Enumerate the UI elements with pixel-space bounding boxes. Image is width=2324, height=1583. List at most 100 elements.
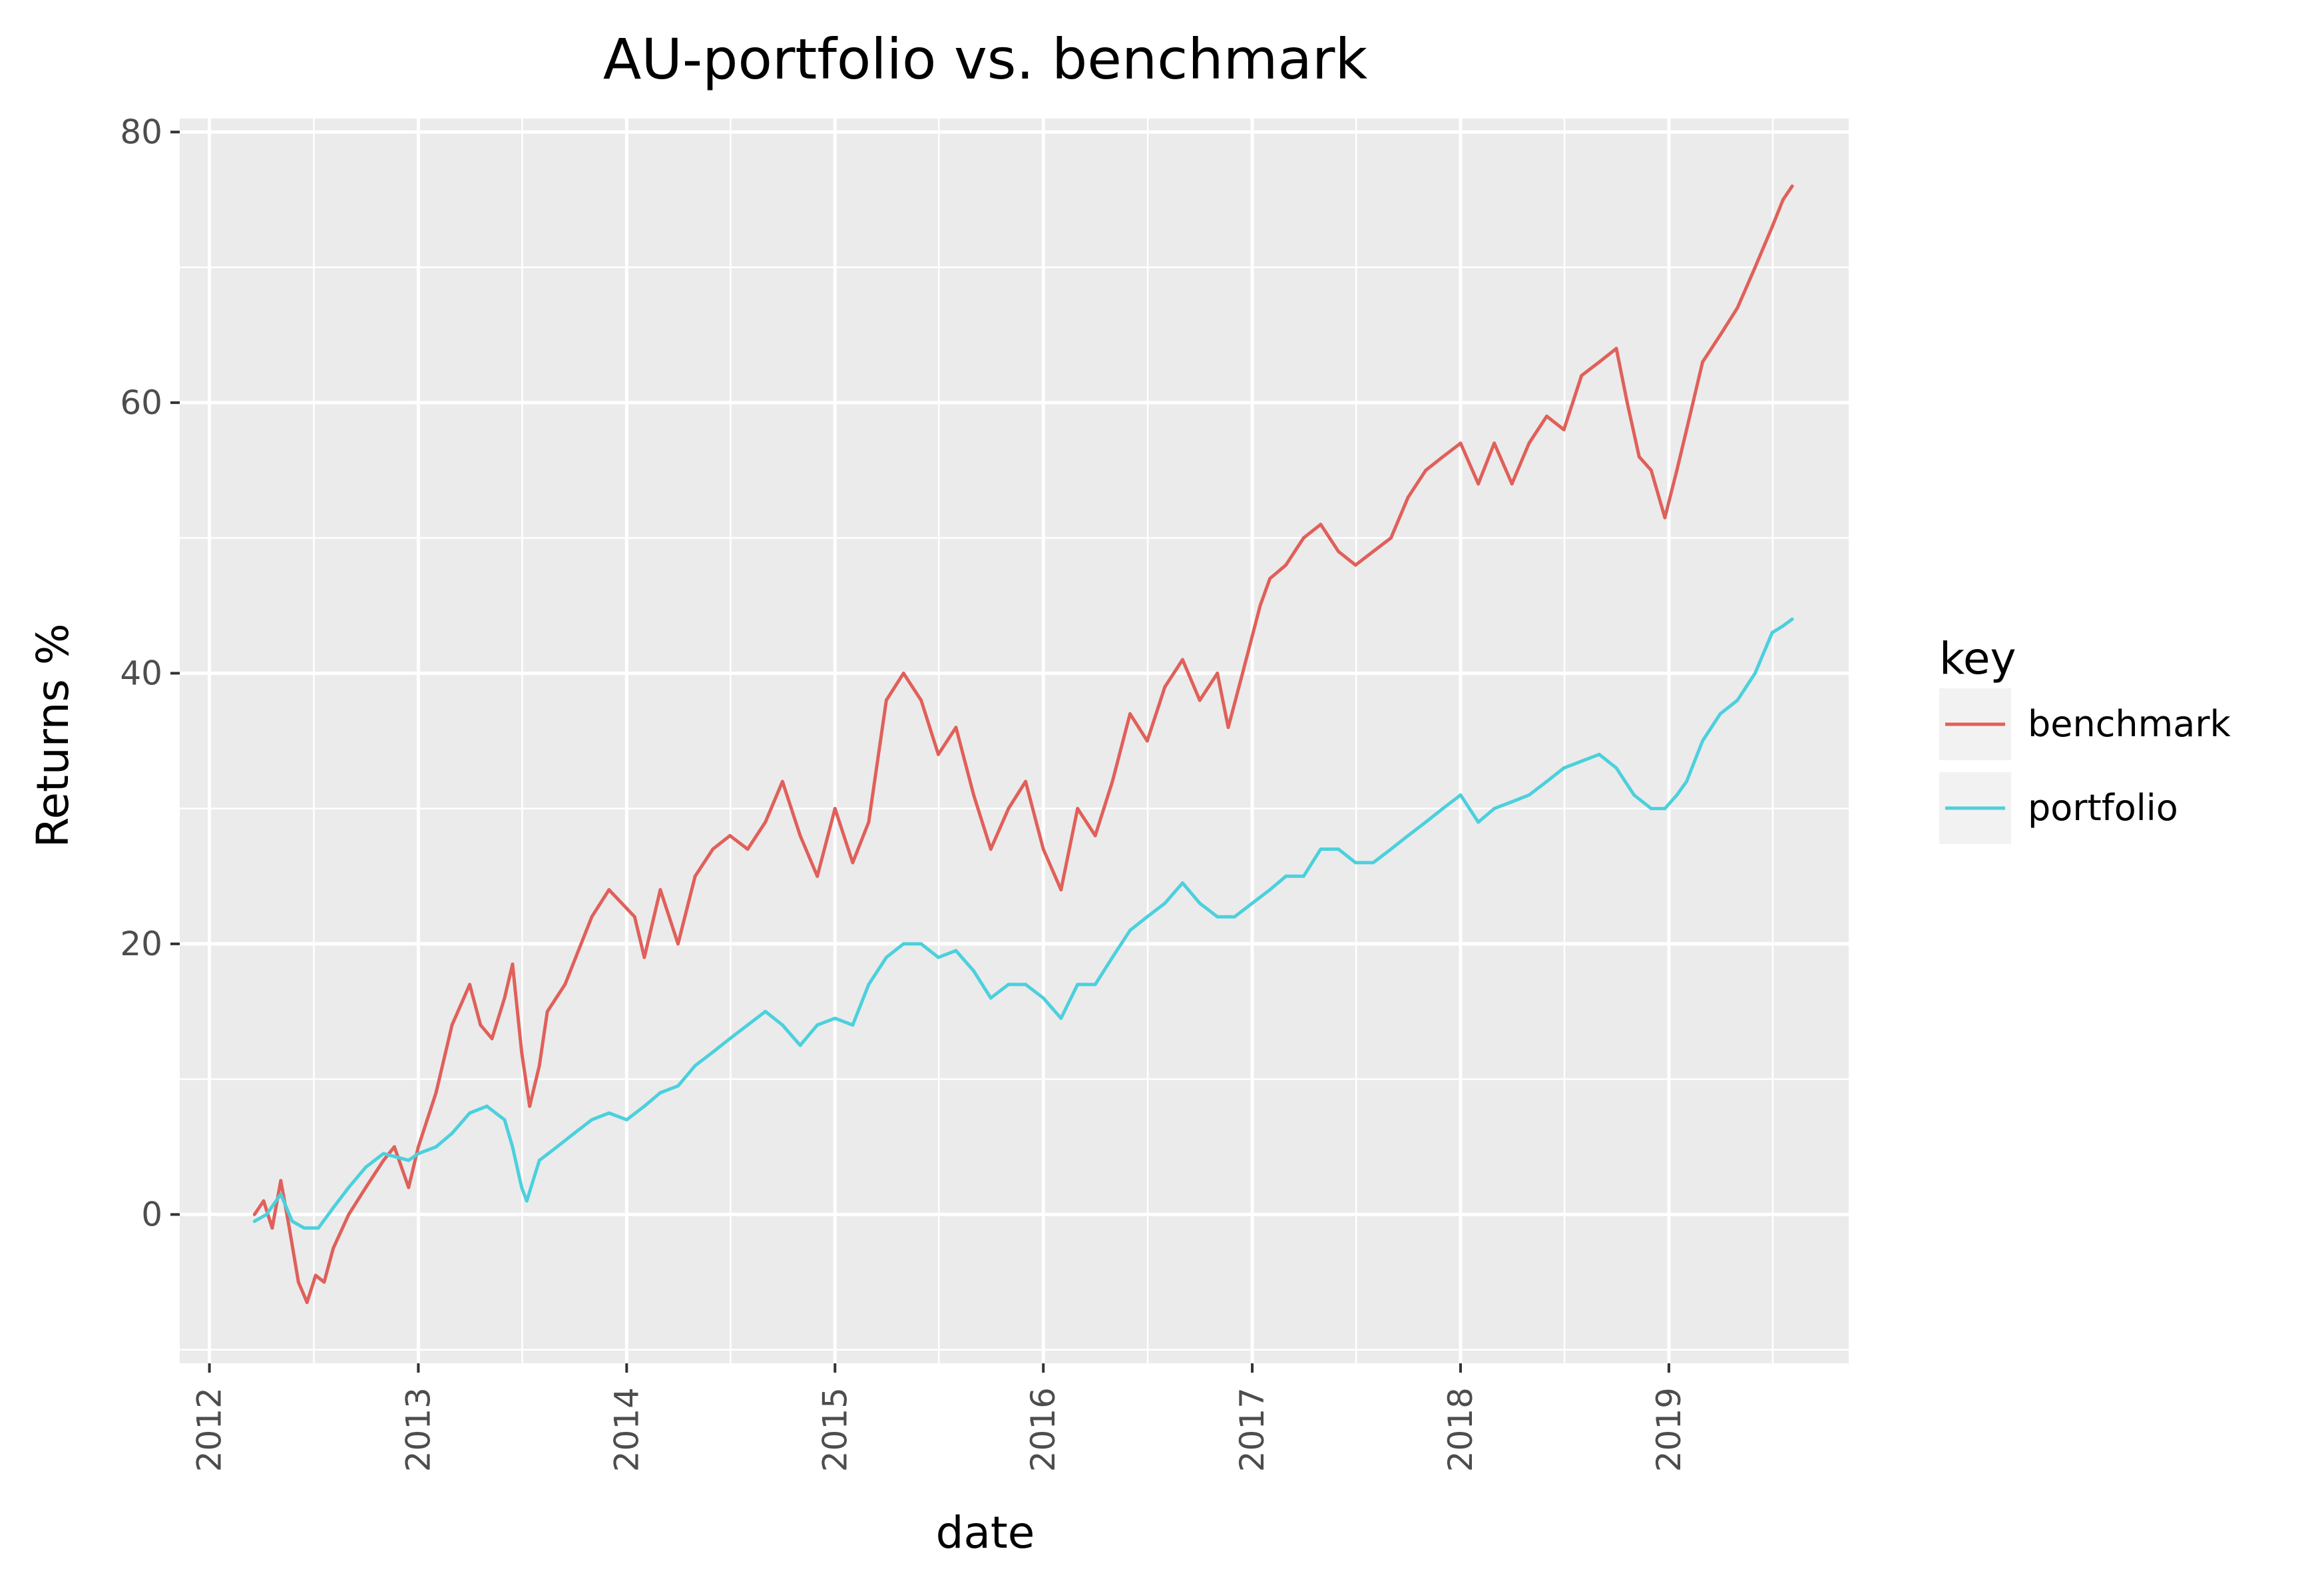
data-point	[919, 698, 923, 702]
data-point	[676, 1084, 680, 1088]
data-point	[1685, 780, 1688, 784]
data-point	[1459, 441, 1463, 445]
data-point	[279, 1192, 283, 1196]
data-point	[607, 888, 611, 892]
data-point	[1781, 624, 1785, 628]
data-point	[1319, 523, 1323, 527]
data-point	[1625, 401, 1629, 405]
data-point	[316, 1226, 320, 1230]
data-point	[1614, 347, 1618, 350]
data-point	[573, 1132, 576, 1135]
data-point	[642, 1104, 646, 1108]
x-tick-label: 2012	[190, 1387, 229, 1472]
data-point	[305, 1301, 309, 1304]
data-point	[711, 1050, 715, 1054]
data-point	[270, 1226, 274, 1230]
data-point	[252, 1212, 256, 1216]
data-point	[1597, 360, 1601, 364]
data-point	[1649, 807, 1653, 811]
data-point	[1790, 617, 1794, 621]
data-point	[468, 1111, 472, 1115]
data-point	[1258, 604, 1262, 608]
data-point	[1145, 739, 1149, 743]
data-point	[815, 874, 819, 878]
x-tick-label: 2016	[1024, 1387, 1062, 1472]
data-point	[937, 752, 940, 756]
data-point	[332, 1206, 336, 1210]
data-point	[1544, 780, 1548, 784]
data-point	[503, 996, 507, 1000]
data-point	[1389, 847, 1393, 851]
data-point	[364, 1165, 367, 1169]
data-point	[511, 962, 515, 966]
data-point	[1389, 536, 1393, 540]
data-point	[780, 1023, 784, 1027]
data-point	[919, 942, 923, 946]
data-point	[1110, 955, 1114, 959]
data-point	[1597, 752, 1601, 756]
data-point	[764, 1010, 768, 1013]
data-point	[290, 1220, 294, 1224]
data-point	[1319, 847, 1323, 851]
data-point	[658, 1091, 662, 1094]
data-point	[1180, 658, 1184, 662]
data-point	[479, 1023, 483, 1027]
series-lines	[252, 184, 1794, 1304]
data-point	[503, 1118, 507, 1122]
data-point	[1250, 901, 1254, 905]
data-point	[1268, 576, 1272, 580]
data-point	[1544, 414, 1548, 418]
data-point	[711, 847, 715, 851]
y-tick-label: 60	[120, 383, 162, 422]
data-point	[1226, 726, 1230, 730]
data-point	[1649, 469, 1653, 472]
y-axis-title: Returns %	[27, 623, 79, 847]
data-point	[1663, 516, 1667, 520]
data-point	[901, 942, 905, 946]
data-point	[264, 1212, 268, 1216]
data-point	[851, 1023, 855, 1027]
x-tick-label: 2014	[607, 1387, 646, 1472]
data-point	[332, 1246, 336, 1250]
axis-ticks	[170, 130, 1670, 1373]
data-point	[511, 1145, 515, 1149]
data-point	[1753, 671, 1757, 675]
data-point	[1076, 807, 1080, 811]
data-point	[262, 1199, 266, 1203]
data-point	[520, 1186, 524, 1190]
data-point	[1493, 807, 1497, 811]
data-point	[545, 1010, 549, 1013]
chart-title: AU-portfolio vs. benchmark	[603, 27, 1368, 92]
data-point	[252, 1220, 256, 1224]
data-point	[1007, 983, 1011, 987]
data-point	[590, 915, 594, 919]
data-point	[1580, 373, 1584, 377]
data-point	[833, 807, 837, 811]
y-tick-label: 0	[141, 1195, 162, 1234]
data-point	[1337, 549, 1340, 553]
data-point	[884, 955, 888, 959]
data-point	[450, 1132, 454, 1135]
data-point	[1493, 441, 1497, 445]
data-point	[642, 955, 646, 959]
data-point	[1663, 807, 1667, 811]
data-point	[364, 1186, 367, 1190]
data-point	[833, 1017, 837, 1020]
x-tick-label: 2013	[399, 1387, 437, 1472]
data-point	[1284, 563, 1288, 567]
data-point	[1580, 760, 1584, 763]
data-point	[1562, 766, 1566, 770]
data-point	[416, 1145, 420, 1149]
data-point	[1128, 929, 1132, 933]
data-point	[780, 780, 784, 784]
data-point	[1007, 807, 1011, 811]
data-point	[989, 996, 993, 1000]
data-point	[798, 1043, 802, 1047]
data-point	[867, 983, 871, 987]
data-point	[1353, 563, 1357, 567]
data-point	[407, 1158, 411, 1162]
data-point	[954, 726, 958, 730]
data-point	[1371, 549, 1375, 553]
data-point	[288, 1226, 292, 1230]
legend: key benchmark portfolio	[1939, 633, 2231, 844]
